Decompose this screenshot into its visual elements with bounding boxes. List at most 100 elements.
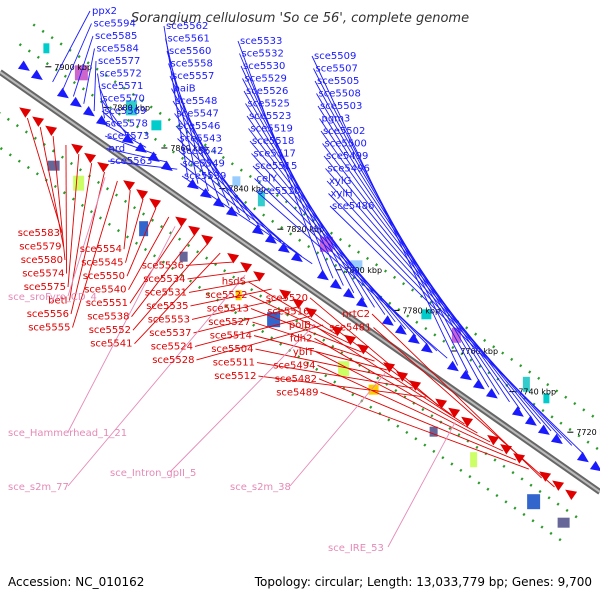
leader-line: [309, 297, 440, 407]
gene-label: sce5522: [205, 290, 247, 301]
gene-label: sce5519: [251, 124, 293, 135]
gene-label: sce5531: [145, 287, 187, 298]
gene-label: fdh2: [290, 333, 313, 344]
gene-label: sce5507: [316, 64, 358, 75]
gene-label: sce5516: [267, 306, 309, 317]
forward-gene-arrow: [472, 379, 485, 390]
gene-label: pgm3: [322, 114, 351, 125]
leader-line: [245, 103, 375, 308]
gene-label: sce5583: [18, 228, 60, 239]
gene-label: sce5543: [180, 134, 222, 145]
gene-label: sce5526: [246, 86, 288, 97]
label-leader-lines: [26, 10, 583, 548]
tick-label: 7860 kbp: [170, 144, 208, 153]
leader-line: [387, 422, 456, 548]
gene-label: sce5486: [332, 201, 374, 212]
map-title: Sorangium cellulosum 'So ce 56', complet…: [131, 11, 469, 26]
leader-line: [315, 351, 491, 443]
forward-gene-arrow: [95, 115, 108, 126]
tick-label: 7720 kbp: [576, 428, 600, 437]
gene-label: sce5561: [168, 34, 210, 45]
leader-line: [322, 143, 531, 417]
leader-line: [240, 65, 344, 286]
leader-line: [131, 234, 195, 317]
genome-stats-text: Topology: circular; Length: 13,033,779 b…: [254, 575, 592, 589]
gene-label: sce5539: [184, 171, 226, 182]
leader-line: [193, 306, 298, 334]
forward-gene-arrow: [459, 369, 472, 381]
feature-block: [557, 517, 570, 528]
reverse-gene-arrow: [136, 189, 149, 200]
leader-line: [289, 373, 386, 487]
leader-line: [72, 35, 94, 97]
forward-gene-arrow: [589, 460, 600, 471]
leader-line: [169, 323, 316, 473]
leader-line: [249, 294, 350, 344]
leader-line: [67, 226, 176, 433]
feature-block: [47, 160, 60, 171]
gene-label: hsdS: [222, 277, 246, 288]
gene-label: sce5555: [28, 323, 70, 334]
leader-line: [67, 177, 106, 297]
leader-line: [248, 128, 396, 323]
gene-label: sce5546: [178, 121, 220, 132]
feature-block: [125, 100, 137, 116]
reverse-gene-arrow: [565, 489, 578, 500]
feature-block: [470, 452, 478, 468]
leader-line: [128, 216, 170, 290]
gene-label: sce5481: [329, 323, 371, 334]
forward-gene-arrow: [550, 433, 563, 445]
leader-line: [168, 63, 220, 199]
track-dotted-line: [18, 43, 600, 453]
leader-line: [190, 288, 272, 307]
leader-line: [373, 327, 555, 488]
gene-label: sce5508: [319, 89, 361, 100]
reverse-gene-arrow: [500, 444, 513, 455]
forward-gene-arrow: [355, 297, 368, 308]
leader-line: [172, 100, 251, 221]
leader-line: [247, 281, 337, 335]
gene-label: sce5569: [104, 106, 146, 117]
gene-labels: ppx2sce5594sce5585sce5584sce5577sce5572s…: [8, 6, 384, 554]
gene-label: sce5529: [245, 74, 287, 85]
leader-line: [188, 279, 259, 293]
reverse-gene-arrow: [383, 362, 396, 373]
forward-gene-arrow: [576, 451, 589, 463]
gene-label: sce5594: [94, 19, 136, 30]
gene-label: sce5499: [326, 151, 368, 162]
reverse-gene-arrow: [292, 298, 305, 309]
feature-block: [235, 290, 242, 301]
gene-label: sce5585: [95, 31, 137, 42]
feature-block: [73, 175, 85, 191]
gene-label: sce5557: [172, 71, 214, 82]
leader-line: [320, 391, 529, 470]
leader-line: [175, 125, 272, 235]
leader-line: [98, 85, 116, 126]
gene-label: sce5500: [325, 139, 367, 150]
gene-label: sce5517: [254, 149, 296, 160]
leader-line: [104, 135, 157, 156]
feature-block: [139, 221, 149, 237]
reverse-gene-arrow: [19, 107, 32, 118]
leader-line: [83, 48, 95, 104]
gene-label: sce5562: [166, 21, 208, 32]
gene-label: sce5511: [213, 358, 255, 369]
gene-label: sce5541: [90, 339, 132, 350]
leader-line: [132, 243, 208, 331]
reverse-gene-arrow: [175, 216, 188, 227]
gene-label: sce5523: [249, 111, 291, 122]
gene-label: sce5515: [255, 161, 297, 172]
gene-label: sce5571: [101, 81, 143, 92]
rna-label: sce_s2m_38: [230, 482, 291, 493]
forward-gene-arrow: [225, 206, 238, 217]
reverse-gene-arrow: [487, 434, 500, 446]
leader-line: [107, 160, 178, 170]
leader-line: [311, 310, 452, 416]
feature-block: [421, 309, 432, 320]
reverse-gene-arrow: [396, 371, 409, 382]
track-dotted-line: [0, 111, 582, 521]
gene-label: sce5553: [148, 314, 190, 325]
leader-line: [166, 50, 209, 192]
gene-label: sce5549: [183, 159, 225, 170]
gene-label: sce5509: [314, 51, 356, 62]
